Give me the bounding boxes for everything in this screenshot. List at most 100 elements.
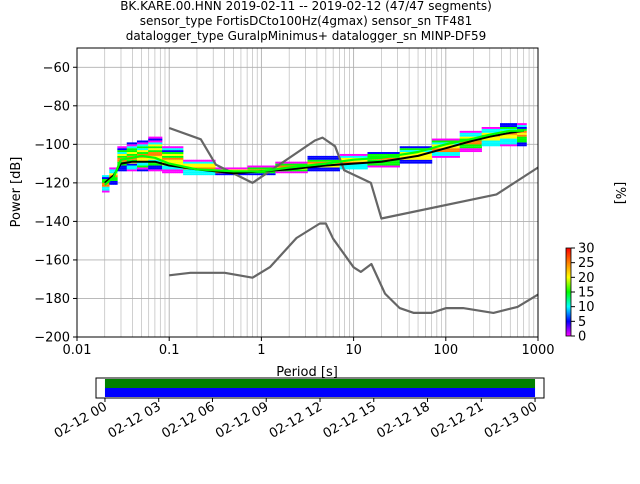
density-cell: [169, 159, 172, 162]
density-cell: [335, 167, 339, 170]
density-cell: [483, 128, 487, 131]
density-cell: [173, 146, 176, 149]
density-cell: [158, 148, 161, 151]
density-cell: [111, 180, 114, 183]
density-cell: [365, 155, 368, 158]
density-cell: [459, 132, 462, 135]
density-cell: [431, 140, 435, 143]
density-cell: [415, 146, 419, 149]
density-cell: [152, 148, 155, 151]
density-cell: [469, 142, 472, 145]
density-cell: [209, 161, 212, 164]
density-cell: [148, 153, 151, 156]
density-cell: [516, 132, 520, 135]
density-cell: [449, 138, 453, 141]
density-cell: [121, 150, 124, 153]
density-cell: [177, 167, 180, 170]
density-cell: [510, 138, 514, 141]
density-cell: [152, 142, 155, 145]
density-cell: [500, 123, 503, 126]
density-cell: [144, 142, 147, 145]
density-cell: [237, 167, 240, 170]
timeline-tick-label: 02-12 03: [106, 399, 164, 441]
density-cell: [467, 148, 470, 151]
density-cell: [441, 152, 445, 154]
density-cell: [510, 144, 514, 147]
density-cell: [518, 136, 522, 139]
density-cell: [165, 148, 169, 151]
density-cell: [403, 155, 407, 158]
density-cell: [323, 169, 326, 172]
density-cell: [516, 144, 520, 147]
density-cell: [365, 167, 368, 170]
density-cell: [337, 167, 341, 170]
density-cell: [451, 148, 455, 151]
density-cell: [449, 152, 453, 154]
density-cell: [181, 161, 184, 164]
density-cell: [295, 163, 298, 166]
colorbar-tick-label: 5: [578, 315, 586, 330]
density-cell: [321, 159, 324, 162]
density-cell: [217, 167, 220, 170]
density-cell: [144, 148, 147, 151]
density-cell: [415, 153, 419, 156]
density-cell: [427, 150, 431, 153]
density-cell: [401, 155, 405, 158]
density-cell: [142, 165, 145, 168]
density-cell: [150, 138, 153, 141]
density-cell: [389, 163, 392, 166]
density-cell: [156, 140, 159, 143]
density-cell: [439, 155, 443, 158]
density-cell: [213, 173, 216, 176]
density-cell: [169, 157, 172, 160]
density-cell: [331, 157, 334, 160]
density-cell: [134, 153, 138, 156]
density-cell: [179, 171, 182, 174]
density-cell: [339, 165, 343, 168]
x-tick-label: 1000: [521, 343, 554, 358]
density-cell: [409, 161, 413, 164]
density-cell: [415, 159, 419, 162]
density-cell: [425, 159, 429, 162]
density-cell: [189, 169, 192, 172]
density-cell: [207, 161, 210, 164]
density-cell: [271, 171, 274, 174]
density-cell: [183, 159, 186, 162]
density-cell: [421, 159, 425, 162]
density-cell: [335, 159, 339, 162]
density-cell: [134, 150, 138, 153]
density-cell: [367, 159, 370, 162]
density-cell: [175, 157, 178, 160]
density-cell: [379, 165, 382, 168]
density-cell: [467, 142, 470, 145]
density-cell: [241, 173, 244, 176]
density-cell: [407, 153, 411, 156]
density-cell: [169, 169, 172, 172]
density-cell: [140, 165, 143, 168]
density-cell: [403, 148, 407, 151]
density-cell: [154, 167, 157, 170]
density-cell: [518, 126, 522, 129]
density-cell: [363, 155, 366, 158]
density-cell: [327, 157, 330, 160]
density-cell: [439, 140, 443, 143]
density-cell: [122, 146, 126, 149]
density-cell: [245, 167, 248, 170]
density-cell: [117, 148, 120, 151]
density-cell: [265, 167, 268, 170]
density-cell: [367, 163, 370, 166]
density-cell: [467, 136, 470, 139]
density-cell: [520, 134, 523, 137]
density-cell: [371, 153, 374, 156]
density-cell: [136, 146, 140, 149]
density-cell: [445, 153, 449, 156]
density-cell: [156, 155, 159, 158]
density-cell: [520, 140, 523, 143]
density-cell: [171, 150, 174, 153]
density-cell: [455, 153, 458, 156]
density-cell: [150, 165, 153, 168]
density-cell: [146, 150, 149, 153]
density-cell: [489, 126, 493, 129]
density-cell: [518, 140, 522, 143]
density-cell: [445, 155, 449, 158]
